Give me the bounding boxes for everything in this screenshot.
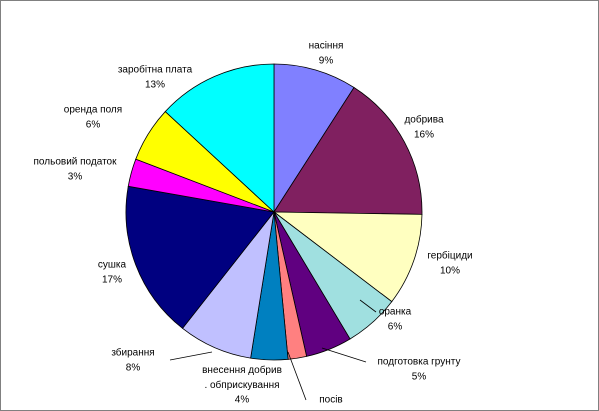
value-label: 9% <box>319 56 334 67</box>
category-label: оранка <box>379 307 412 318</box>
category-label: насіння <box>309 41 344 52</box>
value-label: 17% <box>102 275 122 286</box>
category-label: внесення добрив. обприскування <box>202 364 282 391</box>
pie-slice <box>272 211 423 303</box>
value-label: 6% <box>86 120 101 131</box>
category-label: подготовка грунту <box>378 357 461 368</box>
pie-slice <box>273 86 423 215</box>
category-label: гербіциди <box>427 250 472 262</box>
leader-line <box>321 347 367 363</box>
pie-slice <box>125 185 275 329</box>
value-label: 10% <box>440 266 460 277</box>
category-label: посів <box>319 395 343 406</box>
category-label: сушка <box>98 260 127 271</box>
pie-slice <box>164 63 275 213</box>
value-label: 4% <box>235 395 250 406</box>
category-label: збирання <box>111 347 154 359</box>
value-label: 6% <box>388 322 403 333</box>
value-label: 3% <box>68 172 83 183</box>
category-label: заробітна плата <box>118 64 193 76</box>
leader-line <box>169 351 213 361</box>
value-label: 5% <box>412 372 427 383</box>
category-label: польовий податок <box>34 157 118 168</box>
category-label: оренда поля <box>64 105 122 116</box>
leader-line <box>287 351 307 401</box>
category-label: добрива <box>404 114 443 126</box>
value-label: 13% <box>145 80 165 91</box>
leader-line <box>359 299 377 313</box>
pie-slice <box>273 63 355 214</box>
value-label: 16% <box>414 130 434 141</box>
value-label: 8% <box>126 363 141 374</box>
